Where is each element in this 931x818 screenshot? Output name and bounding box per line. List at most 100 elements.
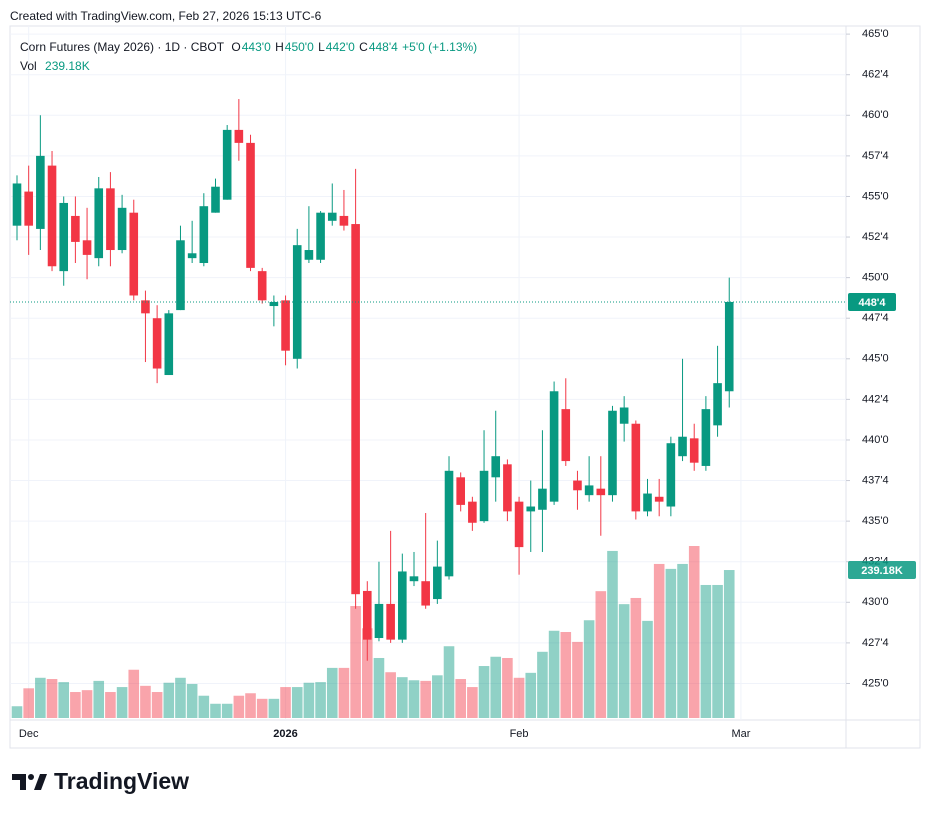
volume-bar	[315, 682, 326, 718]
volume-bar	[280, 687, 291, 718]
y-tick-label: 425'0	[862, 677, 889, 689]
volume-bars	[11, 546, 735, 718]
volume-bar	[385, 672, 396, 718]
candle-body	[117, 207, 127, 251]
y-tick-label: 455'0	[862, 190, 889, 202]
candle-body	[398, 571, 407, 640]
candle-body	[176, 240, 185, 311]
candle-body	[421, 581, 430, 606]
y-tick-label: 465'0	[862, 28, 889, 40]
volume-title: Vol	[20, 59, 37, 73]
volume-bar	[607, 550, 618, 718]
candle-body	[561, 409, 571, 462]
candle-body	[386, 603, 395, 640]
change: +5'0 (+1.13%)	[402, 40, 478, 54]
created-note: Created with TradingView.com, Feb 27, 20…	[10, 9, 322, 23]
y-tick-label: 440'0	[862, 434, 889, 446]
volume-bar	[233, 695, 245, 718]
candle-body	[538, 488, 547, 510]
volume-bar	[175, 677, 186, 718]
volume-bar	[700, 584, 712, 718]
volume-bar	[221, 703, 233, 718]
volume-bar	[583, 620, 595, 718]
volume-bar	[58, 682, 70, 718]
candle-body	[456, 477, 465, 505]
candle-body	[234, 129, 244, 143]
volume-bar	[128, 669, 140, 718]
volume-bar	[665, 568, 677, 718]
volume-bar	[443, 646, 455, 718]
candle-body	[608, 410, 617, 496]
candle-body	[409, 576, 419, 582]
x-tick-label: 2026	[273, 728, 297, 740]
candle-body	[468, 501, 477, 523]
y-tick-label: 460'0	[862, 109, 889, 121]
volume-bar	[81, 690, 93, 718]
volume-bar	[712, 584, 723, 718]
candle-body	[304, 250, 314, 260]
y-tick-label: 452'4	[862, 231, 889, 243]
volume-bar	[688, 546, 700, 718]
candle-body	[584, 485, 594, 496]
volume-bar	[303, 682, 315, 718]
y-tick-label: 435'0	[862, 515, 889, 527]
volume-bar	[23, 688, 34, 718]
logo-icon	[28, 774, 34, 780]
volume-bar	[11, 706, 23, 718]
y-tick-label: 442'4	[862, 393, 889, 405]
candle-body	[362, 590, 372, 640]
volume-bar	[163, 682, 175, 718]
volume-bar	[653, 563, 665, 718]
candles	[12, 99, 734, 661]
candle-body	[257, 271, 267, 301]
volume-bar	[105, 692, 116, 718]
volume-bar	[140, 685, 151, 718]
y-tick-label: 450'0	[862, 272, 889, 284]
y-tick-label: 445'0	[862, 353, 889, 365]
volume-bar	[46, 679, 58, 718]
volume-bar	[116, 687, 128, 718]
candle-body	[631, 423, 641, 512]
volume-bar	[198, 695, 210, 718]
last-volume-label: 239.18K	[861, 565, 903, 577]
candle-body	[374, 603, 384, 639]
candle-body	[59, 202, 69, 272]
logo: TradingView	[12, 768, 189, 794]
candle-body	[211, 186, 220, 213]
volume-bar	[245, 693, 256, 718]
ohlc-value: 450'0	[284, 40, 314, 54]
ohlc-value: 448'4	[368, 40, 398, 54]
y-tick-label: 462'4	[862, 69, 889, 81]
legend-volume: Vol 239.18K	[20, 59, 91, 73]
candle-body	[619, 407, 629, 424]
volume-bar	[373, 657, 385, 718]
candle-body	[281, 300, 290, 351]
volume-bar	[502, 657, 513, 718]
candle-body	[269, 301, 279, 307]
candle-body	[71, 215, 80, 242]
volume-bar	[420, 680, 431, 718]
candle-body	[433, 566, 442, 600]
candle-body	[327, 212, 337, 221]
y-tick-label: 447'4	[862, 312, 889, 324]
volume-bar	[525, 672, 537, 718]
volume-bar	[513, 677, 525, 718]
logo-icon	[34, 774, 47, 790]
volume-bar	[256, 698, 268, 718]
candle-body	[141, 300, 150, 314]
legend-main: Corn Futures (May 2026) · 1D · CBOT O443…	[20, 40, 478, 54]
candle-body	[24, 191, 33, 226]
candle-body	[47, 165, 57, 267]
volume-bar	[361, 628, 373, 718]
candle-body	[316, 212, 325, 260]
ohlc-value: 442'0	[325, 40, 355, 54]
candle-body	[292, 245, 302, 359]
x-tick-label: Mar	[731, 728, 750, 740]
volume-bar	[548, 630, 560, 718]
candle-body	[222, 129, 232, 200]
candle-body	[444, 470, 454, 577]
candle-body	[724, 301, 734, 392]
candle-body	[199, 206, 209, 264]
